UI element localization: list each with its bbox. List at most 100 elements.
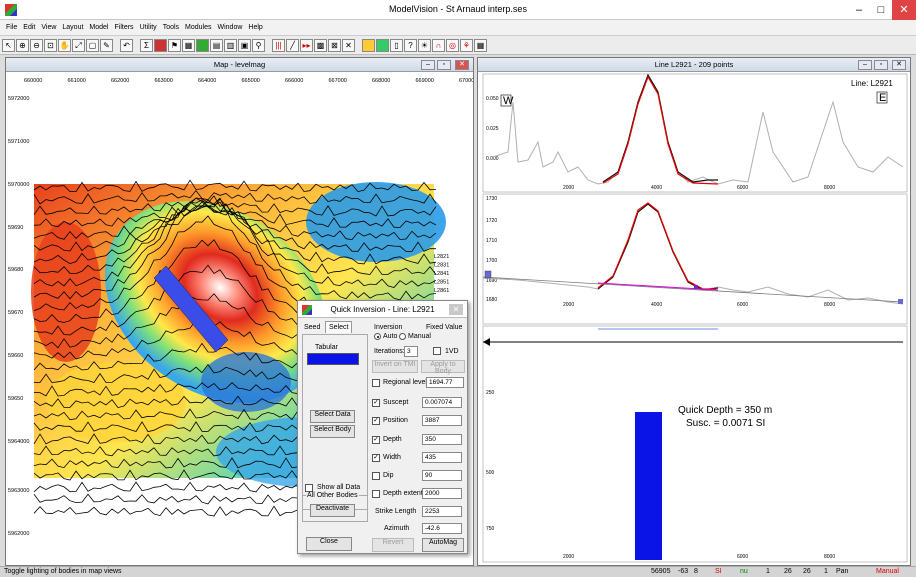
profile-restore-icon[interactable]: ▫: [874, 60, 888, 70]
dip-checkbox[interactable]: [372, 472, 380, 480]
deactivate-button[interactable]: Deactivate: [310, 504, 355, 517]
depth-input[interactable]: 350: [422, 434, 462, 445]
dip-input[interactable]: 90: [422, 470, 462, 481]
depth-extent-checkbox[interactable]: [372, 490, 380, 498]
menu-model[interactable]: Model: [89, 24, 109, 31]
table-icon[interactable]: ▤: [210, 39, 223, 52]
lighting-grid-icon[interactable]: ▦: [474, 39, 487, 52]
profile-canvas[interactable]: 0.050 0.025 0.000 2000 4000 6000 8000 W Line:…: [478, 72, 910, 565]
close-icon[interactable]: ✕: [892, 0, 916, 20]
play-icon[interactable]: ▸▸: [300, 39, 313, 52]
invert-tmi-button[interactable]: Invert on TMI: [372, 360, 418, 373]
menu-modules[interactable]: Modules: [185, 24, 212, 31]
menu-utility[interactable]: Utility: [139, 24, 157, 31]
automag-button[interactable]: AutoMag: [422, 538, 464, 552]
x-icon[interactable]: ✕: [342, 39, 355, 52]
map-minimize-icon[interactable]: –: [421, 60, 435, 70]
menu-tools[interactable]: Tools: [162, 24, 180, 31]
zoom-out-icon[interactable]: ⊖: [30, 39, 43, 52]
menu-filters[interactable]: Filters: [114, 24, 134, 31]
select-body-button[interactable]: Select Body: [310, 425, 355, 438]
maximize-icon[interactable]: □: [877, 4, 885, 16]
map-y-tick: 5971000: [8, 139, 29, 145]
body-icon[interactable]: [154, 39, 167, 52]
regional-checkbox[interactable]: [372, 379, 380, 387]
line-tool-icon[interactable]: ╱: [286, 39, 299, 52]
undo-icon[interactable]: ↶: [120, 39, 133, 52]
position-input[interactable]: 3887: [422, 415, 462, 426]
profile-close-icon[interactable]: ✕: [892, 60, 906, 70]
onevd-checkbox[interactable]: [433, 347, 441, 355]
manual-radio[interactable]: [399, 333, 406, 340]
menu-view[interactable]: View: [41, 24, 57, 31]
magnet-icon[interactable]: ∩: [432, 39, 445, 52]
select-box-icon[interactable]: ▢: [86, 39, 99, 52]
depth-checkbox[interactable]: ✓: [372, 436, 380, 444]
map-x-axis: 660000 661000 662000 663000 664000 665000 6660…: [24, 78, 473, 84]
menu-file[interactable]: File: [6, 24, 18, 31]
section-icon[interactable]: ▣: [238, 39, 251, 52]
depth-extent-input[interactable]: 2000: [422, 488, 462, 499]
map-x-tick: 666000: [285, 78, 303, 84]
tab-seed[interactable]: Seed: [304, 324, 321, 331]
sum-icon[interactable]: Σ: [140, 39, 153, 52]
suscept-checkbox[interactable]: ✓: [372, 399, 380, 407]
zoom-in-icon[interactable]: ⊕: [16, 39, 29, 52]
close-button[interactable]: Close: [306, 537, 352, 551]
light-icon[interactable]: ☀: [418, 39, 431, 52]
map-canvas[interactable]: 660000 661000 662000 663000 664000 665000 6660…: [6, 72, 473, 565]
zoom-extents-icon[interactable]: ⤢: [72, 39, 85, 52]
pencil-icon[interactable]: ✎: [100, 39, 113, 52]
target-icon[interactable]: ◎: [446, 39, 459, 52]
azimuth-input[interactable]: -42.6: [422, 523, 462, 534]
map-y-tick: 5964000: [8, 439, 29, 445]
map-close-icon[interactable]: ✕: [455, 60, 469, 70]
width-checkbox[interactable]: ✓: [372, 454, 380, 462]
minimize-icon[interactable]: –: [855, 4, 863, 16]
map-x-tick: 660000: [24, 78, 42, 84]
menu-help[interactable]: Help: [248, 24, 263, 31]
show-all-data-checkbox[interactable]: [305, 484, 313, 492]
tab-select[interactable]: Select: [325, 321, 353, 333]
document-icon[interactable]: ▯: [390, 39, 403, 52]
revert-button[interactable]: Revert: [372, 538, 414, 552]
strike-length-input[interactable]: 2253: [422, 506, 462, 517]
west-handle[interactable]: [484, 270, 492, 279]
help-icon[interactable]: ?: [404, 39, 417, 52]
body-color-swatch[interactable]: [307, 353, 359, 365]
tabular-body-plan[interactable]: [153, 265, 229, 353]
menu-layout[interactable]: Layout: [62, 24, 84, 31]
tree-icon[interactable]: ⚲: [252, 39, 265, 52]
tabular-body-section[interactable]: [635, 412, 662, 560]
globe-icon[interactable]: [376, 39, 389, 52]
east-handle[interactable]: [898, 299, 903, 304]
position-checkbox[interactable]: ✓: [372, 417, 380, 425]
menu-window[interactable]: Window: [217, 24, 243, 31]
map-profile-trace: [33, 198, 437, 217]
auto-radio[interactable]: [374, 333, 381, 340]
chart-icon[interactable]: ▥: [224, 39, 237, 52]
profile-minimize-icon[interactable]: –: [858, 60, 872, 70]
dialog-close-icon[interactable]: ✕: [449, 304, 463, 315]
suscept-input[interactable]: 0.007074: [422, 397, 462, 408]
select-data-button[interactable]: Select Data: [310, 410, 355, 423]
regional-handle[interactable]: [694, 285, 698, 289]
apply-to-body-button[interactable]: Apply to Body: [421, 360, 465, 375]
pencil-draw-icon[interactable]: [362, 39, 375, 52]
iterations-input[interactable]: 3: [404, 346, 418, 357]
map-icon[interactable]: [196, 39, 209, 52]
pan-icon[interactable]: ✋: [58, 39, 71, 52]
cross-pattern-icon[interactable]: ⊠: [328, 39, 341, 52]
grid-icon[interactable]: ▦: [182, 39, 195, 52]
pointer-icon[interactable]: ↖: [2, 39, 15, 52]
map-restore-icon[interactable]: ▫: [437, 60, 451, 70]
menu-edit[interactable]: Edit: [23, 24, 36, 31]
zoom-window-icon[interactable]: ⊡: [44, 39, 57, 52]
pattern-icon[interactable]: ▩: [314, 39, 327, 52]
bars-icon[interactable]: |||: [272, 39, 285, 52]
filter-icon[interactable]: ⚘: [460, 39, 473, 52]
model-icon[interactable]: ⚑: [168, 39, 181, 52]
width-input[interactable]: 435: [422, 452, 462, 463]
other-bodies-label: All Other Bodies: [306, 492, 359, 499]
regional-input[interactable]: 1694.77: [426, 377, 464, 388]
